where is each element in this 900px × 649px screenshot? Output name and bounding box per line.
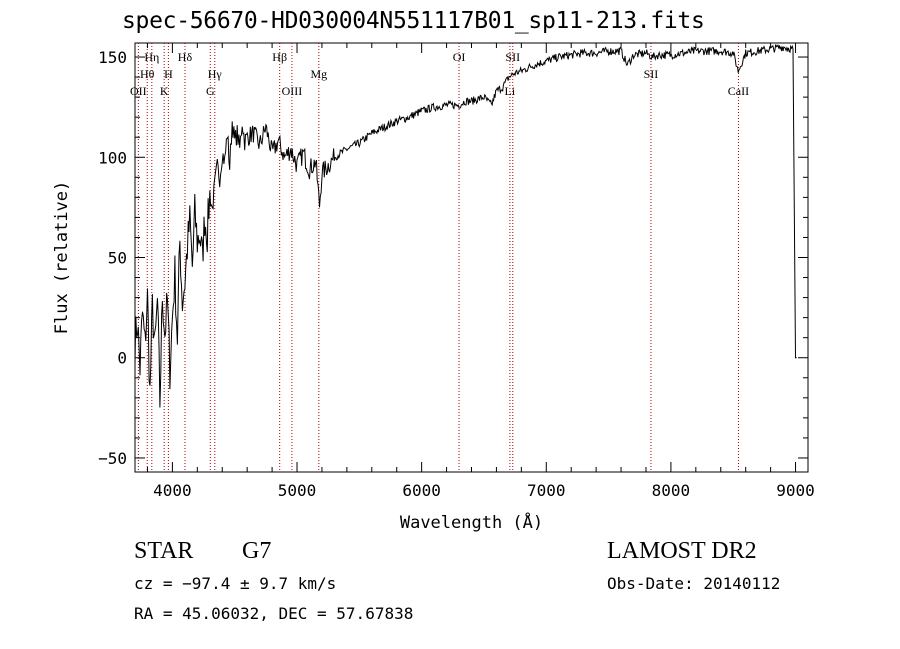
x-tick-label-1: 5000 [278,481,317,500]
line-marker-label-14: SII [644,67,659,81]
x-axis-label: Wavelength (Å) [400,511,543,533]
line-marker-label-5: Hδ [178,50,193,64]
x-tick-label-3: 7000 [527,481,566,500]
plot-frame [134,42,809,473]
line-marker-label-10: Mg [310,67,327,81]
line-marker-label-11: OI [453,50,466,64]
redshift-text: cz = −97.4 ± 9.7 km/s [134,574,337,593]
y-tick-label-3: 100 [98,148,127,167]
line-marker-label-2: Hη [144,50,159,64]
spectrum-series-line [134,44,797,408]
line-marker-label-7: Hγ [208,67,223,81]
y-tick-label-0: −50 [98,449,127,468]
line-marker-label-1: Hθ [140,67,155,81]
line-marker-label-15: CaII [728,84,749,98]
line-marker-label-3: K [160,84,169,98]
line-marker-label-9: OIII [282,84,303,98]
spectral-subclass-label: G7 [242,538,272,564]
x-tick-label-0: 4000 [153,481,192,500]
plot-title: spec-56670-HD030004N551117B01_sp11-213.f… [122,8,705,34]
axis-ticks: 4000 5000 6000 7000 8000 9000 −50 0 50 100 150 [98,43,815,500]
survey-label: LAMOST DR2 [607,538,757,564]
line-marker-label-6: G [206,84,215,98]
line-marker-label-12: Li [505,84,516,98]
coordinates-text: RA = 45.06032, DEC = 57.67838 [134,604,414,623]
x-tick-label-4: 8000 [652,481,691,500]
emission-line-markers: OII Hθ Hη KH Hδ G Hγ Hβ OIII Mg OI Li SII SII CaII [130,43,749,472]
y-tick-label-2: 50 [108,249,127,268]
y-tick-label-1: 0 [117,349,127,368]
y-tick-label-4: 150 [98,48,127,67]
line-marker-label-4: H [164,67,173,81]
x-tick-label-5: 9000 [776,481,815,500]
x-tick-label-2: 6000 [402,481,441,500]
line-marker-label-8: Hβ [272,50,287,64]
object-class-label: STAR [134,538,194,564]
line-marker-label-13: SII [505,50,520,64]
y-axis-label: Flux (relative) [52,181,72,335]
obs-date-text: Obs-Date: 20140112 [607,574,781,593]
line-marker-label-0: OII [130,84,147,98]
